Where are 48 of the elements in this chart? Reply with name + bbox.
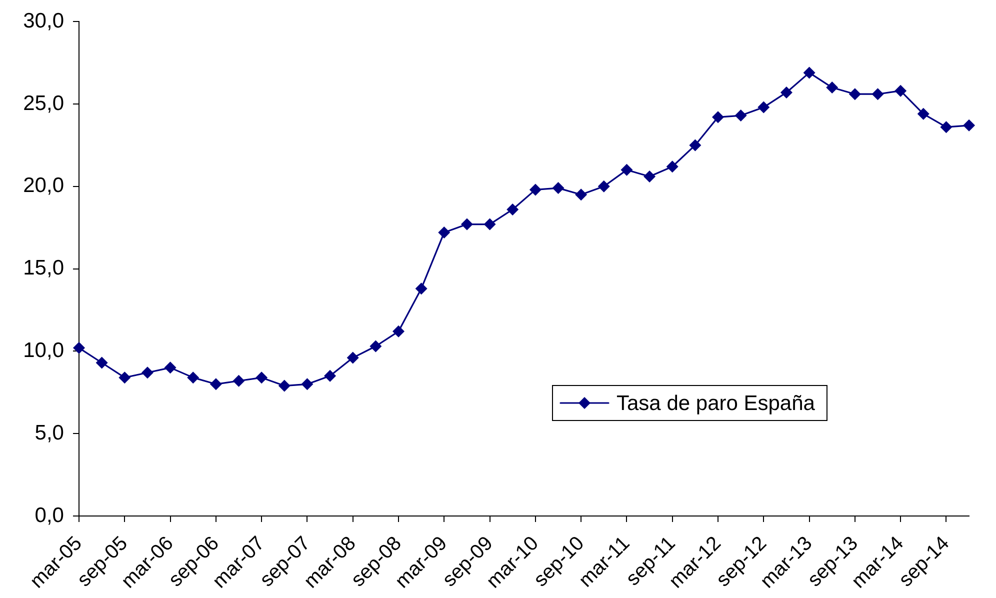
point [484,218,496,230]
y-tick-label: 25,0 [23,92,64,115]
point [620,164,633,176]
y-tick-label: 10,0 [23,338,64,362]
point [415,282,428,295]
point [917,108,930,120]
point [712,111,724,124]
point [346,352,359,364]
point [301,378,314,390]
point [689,139,702,152]
point [278,380,290,392]
point [666,160,678,173]
point [940,121,952,134]
point [552,182,564,194]
point [734,110,747,122]
y-tick-label: 0,0 [34,504,64,527]
point [324,370,336,382]
point [826,82,838,94]
point [460,218,473,230]
point [963,119,976,132]
point [575,188,588,201]
point [506,203,519,216]
point [438,226,450,239]
point [118,372,131,384]
point [758,101,770,114]
point [73,342,85,354]
point [187,372,200,384]
legend-label: Tasa de paro España [616,392,816,415]
point [780,86,792,98]
point [232,374,245,387]
point [529,184,542,196]
point [370,340,382,352]
point [164,362,176,374]
point [141,366,154,379]
y-tick-label: 30,0 [23,9,64,32]
point [96,356,108,369]
point [803,66,816,79]
point [598,180,610,192]
point [256,372,268,384]
point [392,325,404,338]
point [894,84,907,97]
y-tick-label: 20,0 [23,174,64,198]
point [644,170,656,183]
point [848,88,861,100]
y-tick-label: 5,0 [34,421,64,444]
y-tick-label: 15,0 [23,256,64,280]
point [210,378,222,390]
point [872,88,884,100]
